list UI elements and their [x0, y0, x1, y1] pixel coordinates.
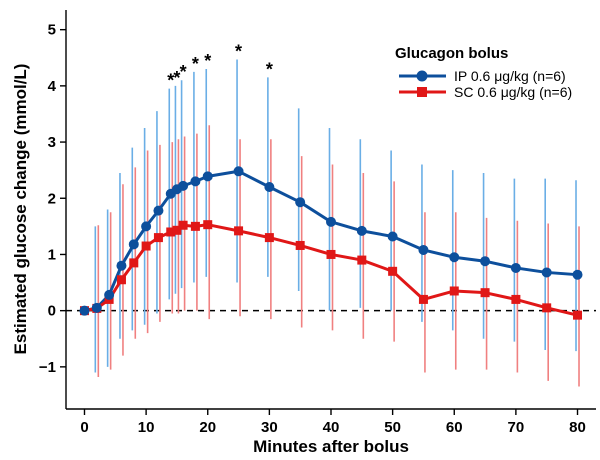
- y-tick-label: 0: [48, 303, 56, 320]
- data-point-ip: [387, 231, 398, 242]
- legend: Glucagon bolus IP 0.6 μg/kg (n=6) SC 0.6…: [395, 45, 572, 100]
- data-point-sc: [418, 294, 428, 304]
- y-axis-title: Estimated glucose change (mmol/L): [11, 64, 30, 355]
- data-point-ip: [79, 305, 90, 316]
- data-point-ip: [541, 267, 552, 278]
- x-tick-label: 70: [508, 419, 525, 436]
- data-point-ip: [202, 171, 213, 182]
- data-point-sc: [511, 294, 521, 304]
- y-tick-label: −1: [39, 359, 56, 376]
- y-tick-label: 1: [48, 246, 56, 263]
- data-point-ip: [510, 262, 521, 273]
- y-ticks: −1 0 1 2 3 4 5: [39, 22, 66, 376]
- legend-label-sc: SC 0.6 μg/kg (n=6): [454, 84, 572, 100]
- data-point-sc: [573, 310, 583, 320]
- y-tick-label: 5: [48, 22, 56, 39]
- data-point-ip: [449, 252, 460, 263]
- y-tick-label: 2: [48, 190, 56, 207]
- data-point-sc: [542, 303, 552, 313]
- data-point-ip: [233, 166, 244, 177]
- y-tick-label: 4: [48, 78, 57, 95]
- significance-annotations: * * * * * **: [167, 41, 273, 90]
- legend-marker-ip: [416, 70, 428, 82]
- data-point-sc: [295, 240, 305, 250]
- data-point-sc: [449, 286, 459, 296]
- data-point-ip: [480, 256, 491, 267]
- data-point-ip: [141, 221, 152, 232]
- data-point-sc: [116, 275, 126, 285]
- data-point-sc: [141, 241, 151, 251]
- data-point-sc: [203, 220, 213, 230]
- significance-asterisk: *: [173, 68, 180, 88]
- data-point-ip: [116, 260, 127, 271]
- significance-asterisk: *: [204, 51, 211, 71]
- series-lines: [84, 169, 578, 317]
- data-point-ip: [128, 239, 139, 250]
- data-point-ip: [264, 182, 275, 193]
- legend-item-sc: SC 0.6 μg/kg (n=6): [399, 84, 572, 100]
- x-tick-label: 10: [138, 419, 155, 436]
- legend-marker-sc: [417, 87, 427, 97]
- x-tick-label: 40: [323, 419, 340, 436]
- significance-asterisk: *: [167, 71, 174, 91]
- data-point-sc: [388, 266, 398, 276]
- data-point-sc: [178, 220, 188, 230]
- x-tick-label: 0: [80, 419, 88, 436]
- data-point-sc: [326, 249, 336, 259]
- data-point-sc: [166, 227, 176, 237]
- y-tick-label: 3: [48, 134, 56, 151]
- markers: [79, 166, 583, 320]
- data-point-sc: [129, 258, 139, 268]
- x-tick-label: 60: [446, 419, 463, 436]
- data-point-sc: [480, 288, 490, 298]
- data-point-ip: [418, 244, 429, 255]
- significance-asterisk: *: [266, 59, 273, 79]
- data-point-sc: [264, 233, 274, 243]
- data-point-ip: [178, 180, 189, 191]
- significance-asterisk: *: [180, 62, 187, 82]
- data-point-sc: [190, 221, 200, 231]
- x-tick-label: 50: [384, 419, 401, 436]
- legend-item-ip: IP 0.6 μg/kg (n=6): [399, 68, 566, 84]
- legend-label-ip: IP 0.6 μg/kg (n=6): [454, 68, 566, 84]
- data-point-ip: [572, 269, 583, 280]
- x-axis-title: Minutes after bolus: [253, 437, 409, 456]
- x-tick-label: 80: [569, 419, 586, 436]
- legend-title: Glucagon bolus: [395, 45, 508, 62]
- data-point-ip: [356, 225, 367, 236]
- x-ticks: 0 10 20 30 40 50 60 70 80: [80, 409, 586, 436]
- data-point-sc: [172, 225, 182, 235]
- data-point-ip: [91, 302, 102, 313]
- data-point-ip: [153, 205, 164, 216]
- data-point-ip: [104, 289, 115, 300]
- data-point-ip: [190, 176, 201, 187]
- significance-asterisk: *: [192, 54, 199, 74]
- data-point-ip: [295, 197, 306, 208]
- data-point-sc: [357, 255, 367, 265]
- significance-asterisk: *: [235, 41, 242, 61]
- data-point-sc: [234, 226, 244, 236]
- data-point-ip: [326, 216, 336, 227]
- data-point-sc: [153, 233, 163, 243]
- x-tick-label: 30: [261, 419, 278, 436]
- x-tick-label: 20: [199, 419, 216, 436]
